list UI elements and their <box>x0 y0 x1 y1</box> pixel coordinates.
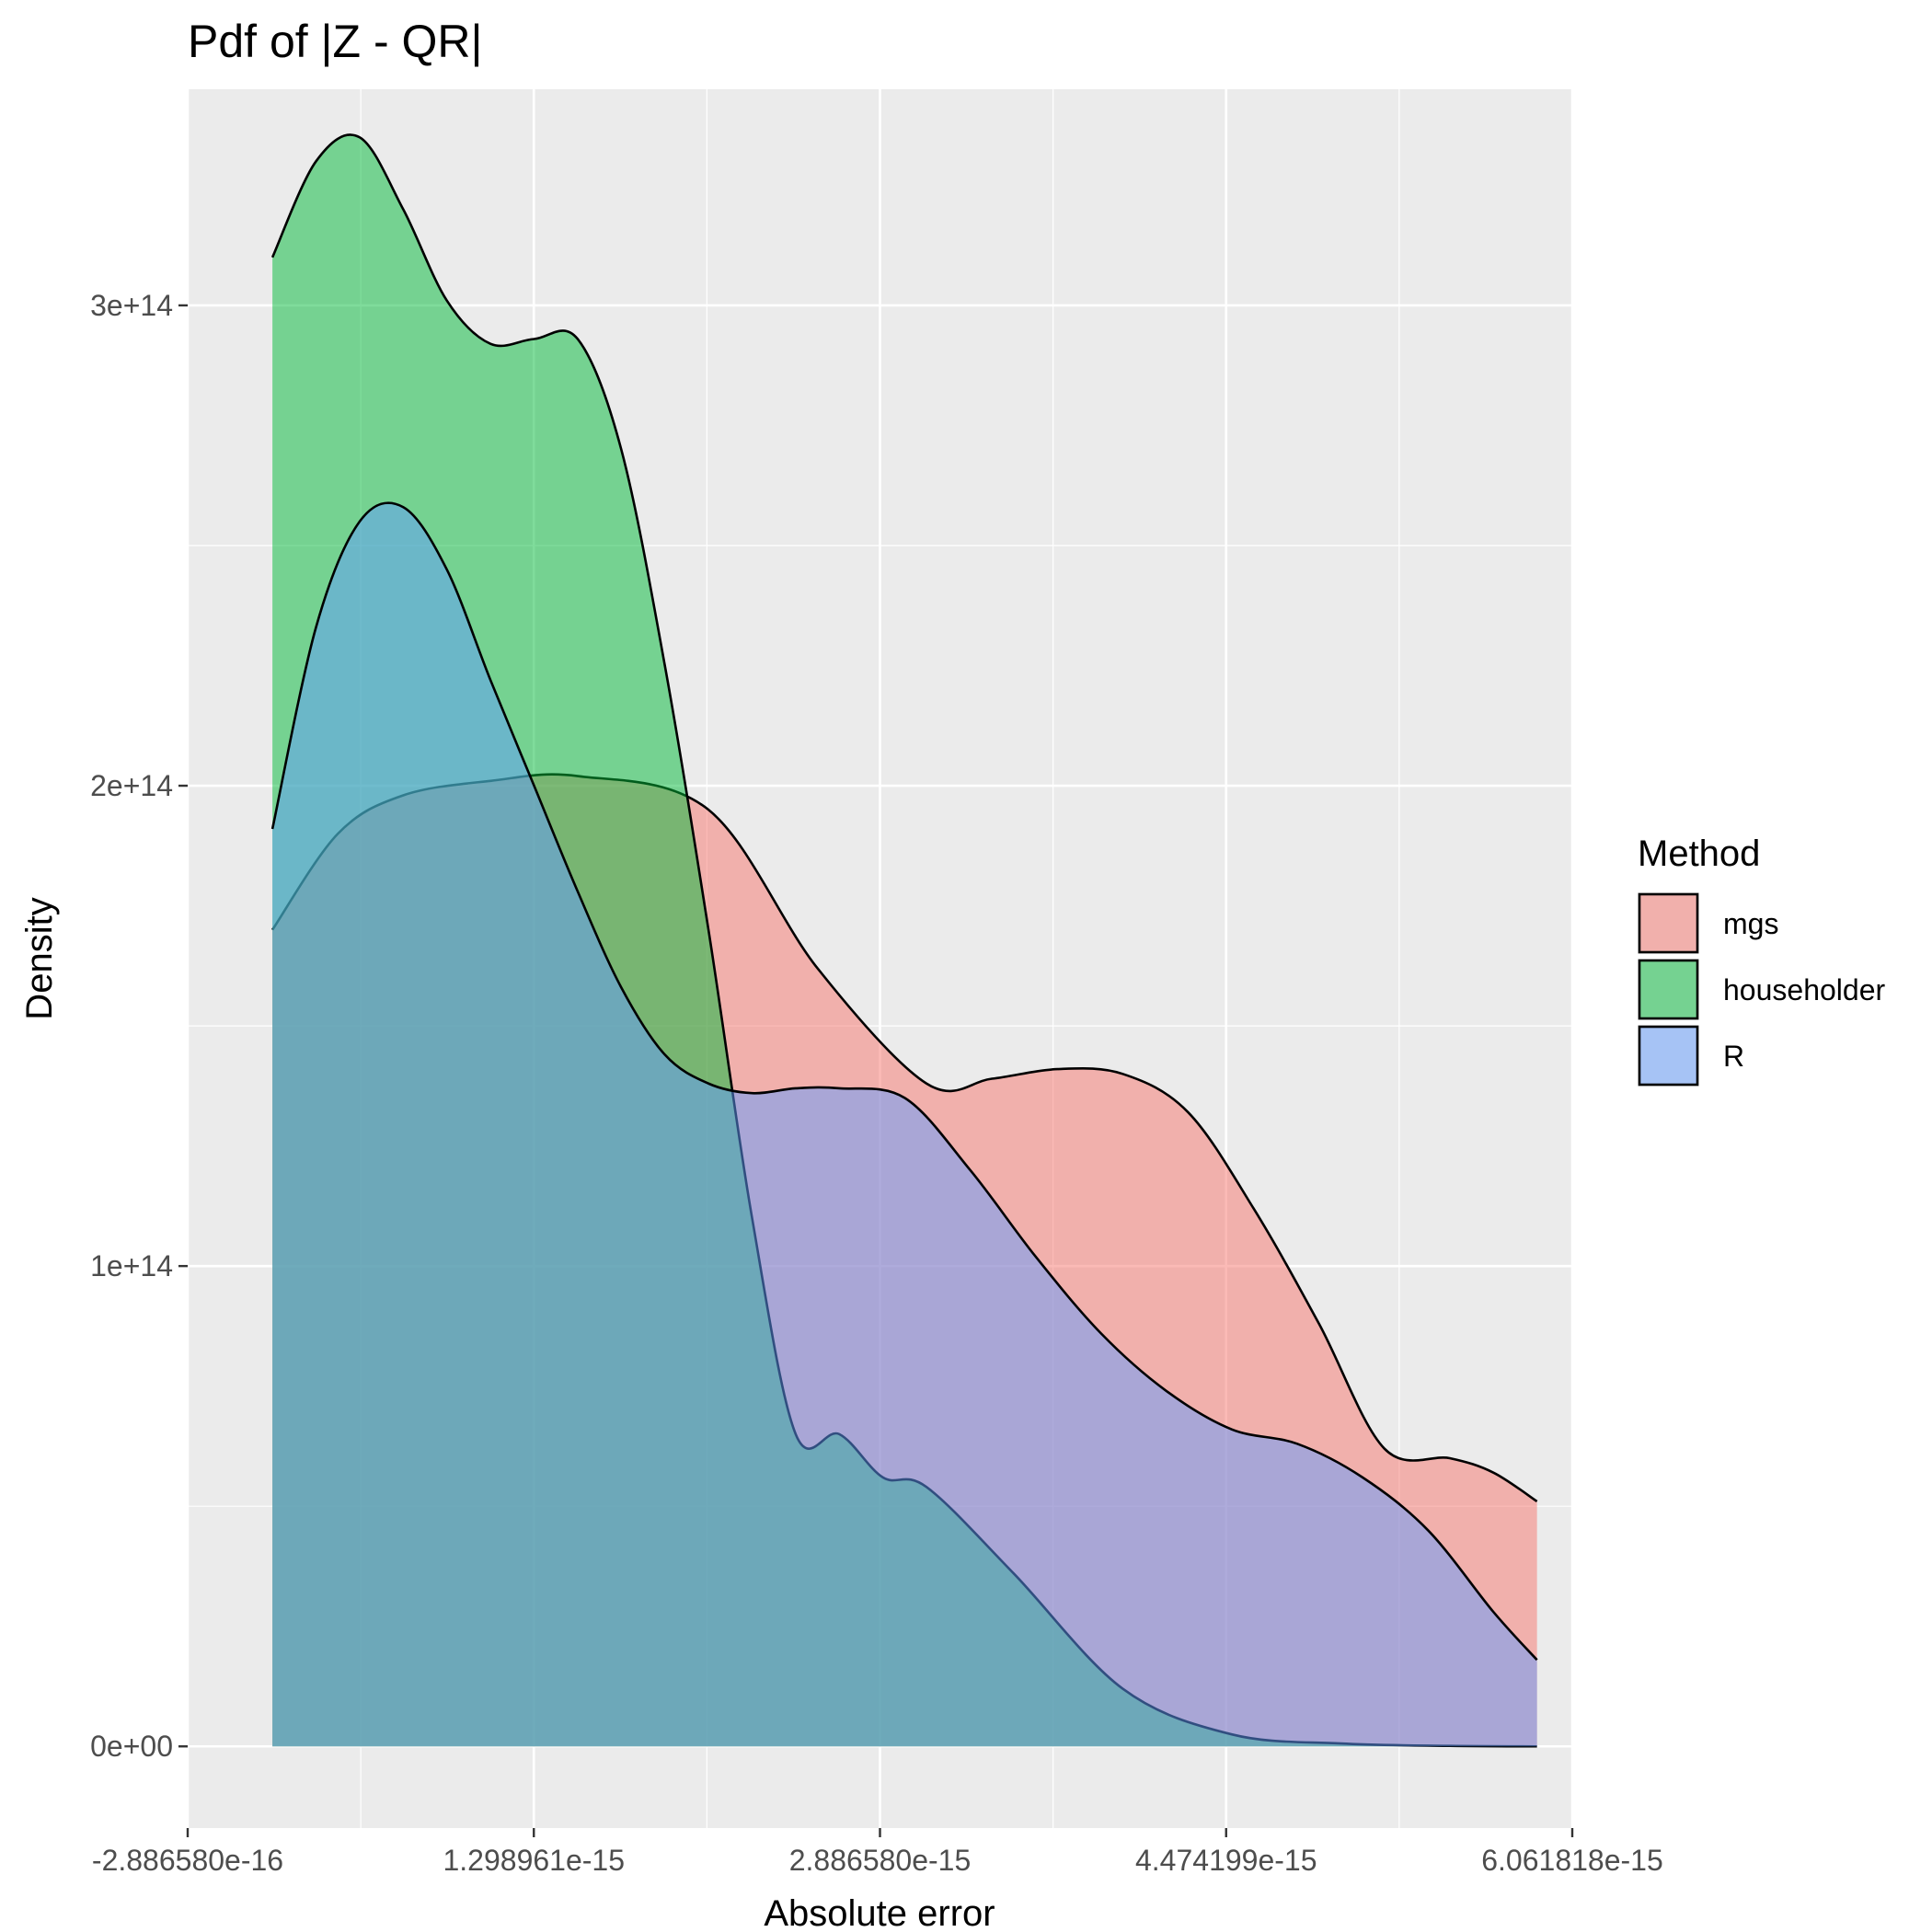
x-tick-label: 6.061818e-15 <box>1481 1844 1663 1877</box>
y-tick-label: 0e+00 <box>90 1730 173 1763</box>
x-tick-label: -2.886580e-16 <box>92 1844 283 1877</box>
legend-label-householder: householder <box>1723 973 1885 1006</box>
y-axis: 0e+00 1e+14 2e+14 3e+14 <box>90 289 188 1763</box>
y-tick-label: 1e+14 <box>90 1249 173 1282</box>
x-axis-title: Absolute error <box>764 1893 995 1932</box>
chart-title: Pdf of |Z - QR| <box>188 16 482 67</box>
x-tick-label: 1.298961e-15 <box>443 1844 625 1877</box>
legend-label-mgs: mgs <box>1723 907 1778 940</box>
y-tick-label: 2e+14 <box>90 769 173 802</box>
legend-swatch-householder <box>1638 959 1699 1020</box>
y-tick-label: 3e+14 <box>90 289 173 322</box>
x-axis: -2.886580e-16 1.298961e-15 2.886580e-15 4.4… <box>92 1828 1663 1877</box>
legend-label-R: R <box>1723 1040 1744 1073</box>
y-axis-title: Density <box>19 897 60 1019</box>
x-tick-label: 2.886580e-15 <box>789 1844 972 1877</box>
density-areas <box>270 133 1538 1748</box>
legend: Method mgs householder R <box>1638 834 1885 1087</box>
density-curve-R <box>270 501 1538 1662</box>
legend-title: Method <box>1638 834 1760 874</box>
legend-swatch-R <box>1638 1025 1699 1087</box>
legend-swatch-mgs <box>1638 892 1699 954</box>
density-area-R <box>272 502 1537 1747</box>
x-tick-label: 4.474199e-15 <box>1135 1844 1317 1877</box>
